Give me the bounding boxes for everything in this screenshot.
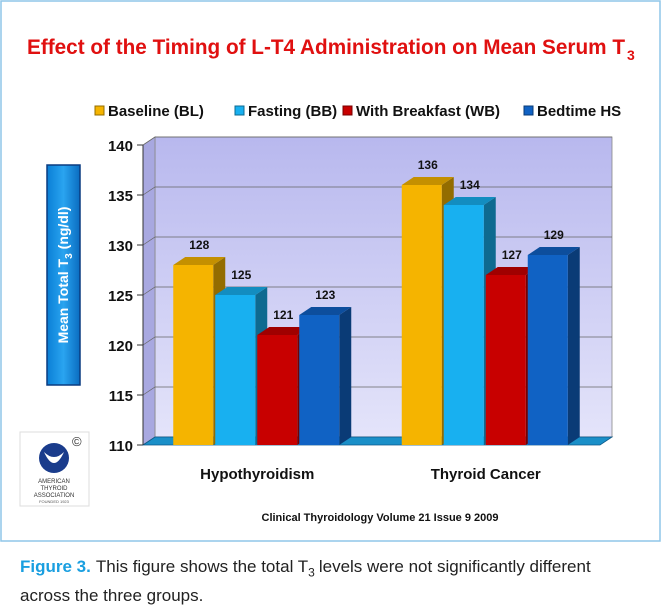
y-tick-label: 125 (108, 288, 133, 305)
legend-swatch (342, 105, 353, 116)
legend-swatch (523, 105, 534, 116)
y-tick-label: 140 (108, 138, 133, 155)
data-label: 136 (418, 158, 438, 172)
bar-side (567, 247, 580, 445)
caption: Figure 3. This figure shows the total T3 l… (20, 555, 640, 608)
data-label: 127 (502, 248, 522, 262)
bar-top (485, 267, 538, 275)
caption-text: This figure shows the total T (95, 557, 309, 576)
logo-text: AMERICAN (38, 479, 70, 485)
data-label: 121 (273, 308, 293, 322)
caption-text: levels were not significantly different … (20, 557, 591, 606)
legend-label: With Breakfast (WB) (356, 103, 500, 120)
bar-top (257, 327, 310, 335)
y-axis-label-unit: (ng/dl) (55, 207, 71, 250)
grid-line (142, 186, 612, 196)
bar-top (443, 197, 496, 205)
legend-swatch (234, 105, 245, 116)
bar (215, 295, 256, 445)
source: Clinical Thyroidology Volume 21 Issue 9 … (262, 512, 499, 524)
legend-label: Baseline (BL) (108, 103, 204, 120)
chart: Effect of the Timing of L-T4 Administrat… (0, 0, 661, 542)
caption-label: Figure 3. (20, 557, 91, 576)
y-tick-label: 135 (108, 188, 133, 205)
y-axis-label-subscript: 3 (64, 253, 75, 259)
caption-subscript: 3 (308, 565, 315, 580)
data-label: 123 (315, 288, 335, 302)
bar (257, 335, 298, 445)
logo-copyright: © (72, 434, 82, 449)
y-axis-label: Mean Total T3 (ng/dl) (55, 207, 75, 344)
bar-side (339, 307, 352, 445)
data-label: 129 (544, 228, 564, 242)
legend-swatch (94, 105, 105, 116)
logo-shape (44, 452, 64, 463)
bar (299, 315, 340, 445)
chart-title: Effect of the Timing of L-T4 Administrat… (27, 36, 625, 59)
y-tick-label: 130 (108, 238, 133, 255)
y-tick-label: 115 (109, 388, 133, 405)
bar (485, 275, 526, 445)
bar (443, 205, 484, 445)
data-label: 128 (189, 238, 209, 252)
bar (527, 255, 568, 445)
bar-top (527, 247, 580, 255)
y-axis-label-box (46, 164, 81, 386)
bar (401, 185, 442, 445)
grid-line (142, 136, 612, 146)
data-label: 134 (460, 178, 480, 192)
x-tick-label: Thyroid Cancer (431, 466, 541, 483)
logo-text: THYROID (41, 486, 69, 492)
bar-top (215, 287, 268, 295)
x-tick-label: Hypothyroidism (200, 466, 314, 483)
y-tick-label: 110 (109, 438, 133, 455)
data-label: 125 (231, 268, 251, 282)
bar-top (401, 177, 454, 185)
bar (173, 265, 214, 445)
logo: © AMERICAN THYROID ASSOCIATION FOUNDED 1… (19, 431, 90, 507)
logo-text: FOUNDED 1923 (39, 499, 70, 504)
y-axis-label-main: Mean Total T (55, 258, 71, 343)
y-tick-label: 120 (108, 338, 133, 355)
plot-area: 110 115 120 125 130 135 140 Baseline (BL) Fastin… (94, 103, 621, 483)
bar-top (299, 307, 352, 315)
logo-text: ASSOCIATION (34, 493, 75, 499)
legend-label: Fasting (BB) (248, 103, 337, 120)
chart-title-subscript: 3 (627, 47, 635, 63)
frame (0, 0, 661, 542)
legend-label: Bedtime HS (537, 103, 621, 120)
bar-top (173, 257, 226, 265)
